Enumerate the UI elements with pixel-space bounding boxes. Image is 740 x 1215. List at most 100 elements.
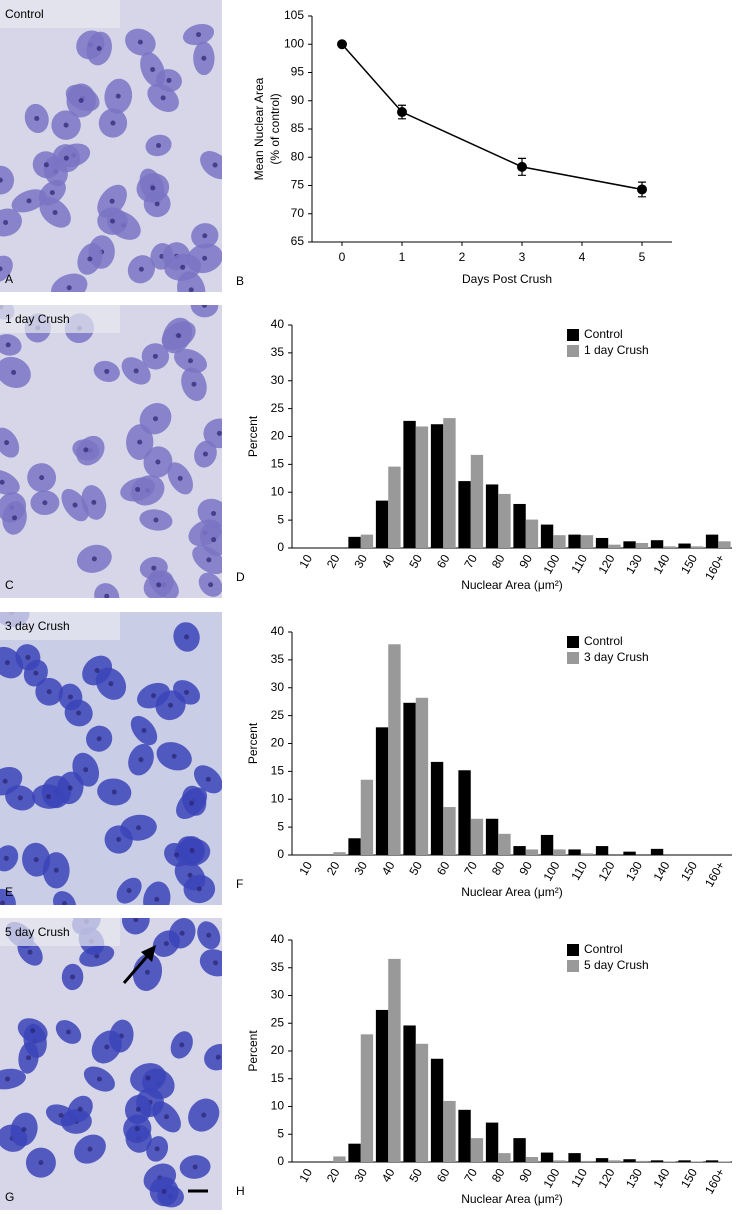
bar xyxy=(513,1138,526,1162)
nucleolus xyxy=(52,209,58,215)
nucleolus xyxy=(196,886,202,892)
y-tick-label: 15 xyxy=(271,764,285,778)
nucleolus xyxy=(104,1044,110,1050)
nucleolus xyxy=(138,757,144,763)
nucleolus xyxy=(21,1126,27,1132)
point xyxy=(517,161,527,172)
legend-label: 1 day Crush xyxy=(584,343,649,357)
y-tick-label: 35 xyxy=(271,960,285,974)
bar xyxy=(595,537,609,548)
x-tick-label: 70 xyxy=(461,859,480,878)
micrograph-content xyxy=(0,305,222,598)
x-tick-label: 130 xyxy=(623,859,645,884)
bar xyxy=(705,1160,719,1162)
x-tick-label: 50 xyxy=(406,552,425,571)
x-tick-label: 4 xyxy=(579,250,586,264)
x-tick-label: 30 xyxy=(351,552,370,571)
nucleolus xyxy=(70,974,76,980)
bar xyxy=(525,1157,539,1162)
nucleolus xyxy=(206,932,212,938)
nucleolus xyxy=(151,565,157,571)
bar xyxy=(553,535,566,548)
micrograph-label: 3 day Crush xyxy=(5,619,70,633)
nucleolus xyxy=(136,825,142,831)
nucleolus xyxy=(33,670,39,676)
micrograph: 3 day Crush E xyxy=(0,612,222,905)
label-bg xyxy=(0,305,120,333)
nucleolus xyxy=(30,1028,36,1034)
bar xyxy=(678,1160,691,1162)
nucleolus xyxy=(67,694,73,700)
nucleolus xyxy=(184,689,190,695)
nucleolus xyxy=(160,95,166,101)
x-tick-label: 3 xyxy=(519,250,526,264)
bar xyxy=(580,853,594,855)
bar xyxy=(360,534,374,548)
x-tick-label: 70 xyxy=(461,1166,480,1185)
nucleolus xyxy=(188,358,194,364)
panel-letter: A xyxy=(5,272,13,286)
legend-label: Control xyxy=(584,327,623,341)
nucleolus xyxy=(5,342,11,348)
x-tick-label: 150 xyxy=(678,1166,700,1191)
nucleolus xyxy=(215,1054,221,1060)
bar xyxy=(623,1159,636,1162)
y-tick-label: 20 xyxy=(271,1043,285,1057)
bar xyxy=(568,1153,581,1162)
y-tick-label: 95 xyxy=(291,65,305,79)
nucleolus xyxy=(155,459,161,465)
nucleolus xyxy=(116,837,122,843)
panel-letter: C xyxy=(5,578,14,592)
bar xyxy=(540,524,554,548)
nucleolus xyxy=(196,32,202,38)
nucleolus xyxy=(4,660,10,666)
point xyxy=(337,39,347,50)
bar xyxy=(470,818,484,855)
y-tick-label: 75 xyxy=(291,178,305,192)
x-tick-label: 70 xyxy=(461,552,480,571)
nucleolus xyxy=(83,447,89,453)
y-tick-label: 85 xyxy=(291,121,305,135)
y-axis-title: Mean Nuclear Area xyxy=(252,77,266,180)
nucleolus xyxy=(161,1188,167,1194)
bar xyxy=(485,484,499,548)
nucleolus xyxy=(177,475,183,481)
bar xyxy=(333,1156,346,1162)
y-tick-label: 20 xyxy=(271,429,285,443)
nucleolus xyxy=(144,969,150,975)
y-axis-title: Percent xyxy=(246,1030,260,1072)
nucleolus xyxy=(3,219,9,225)
nucleolus xyxy=(166,77,172,83)
nucleolus xyxy=(191,381,197,387)
bar xyxy=(498,833,511,855)
micrograph-label: 1 day Crush xyxy=(5,312,70,326)
nucleolus xyxy=(202,233,208,239)
bar xyxy=(623,851,636,855)
nucleolus xyxy=(138,266,144,272)
nucleolus xyxy=(87,256,93,262)
bar xyxy=(415,426,429,548)
nucleolus xyxy=(187,872,193,878)
x-tick-label: 0 xyxy=(339,250,346,264)
y-tick-label: 0 xyxy=(277,1154,284,1168)
x-tick-label: 50 xyxy=(406,1166,425,1185)
bar xyxy=(430,761,444,855)
bar xyxy=(375,1009,389,1162)
bar xyxy=(498,493,511,548)
x-tick-label: 1 xyxy=(399,250,406,264)
bar xyxy=(470,454,484,548)
nucleolus xyxy=(63,122,69,128)
nucleolus xyxy=(66,285,72,291)
bar xyxy=(485,1122,499,1162)
bar xyxy=(485,818,499,855)
y-tick-label: 35 xyxy=(271,652,285,666)
bar xyxy=(540,1152,554,1162)
x-tick-label: 40 xyxy=(379,1166,398,1185)
y-tick-label: 15 xyxy=(271,457,285,471)
micrograph-content xyxy=(0,918,222,1210)
nucleolus xyxy=(126,888,132,894)
bar xyxy=(443,807,456,855)
micrograph: 1 day Crush C xyxy=(0,305,222,598)
nucleolus xyxy=(49,190,55,196)
panel-letter: D xyxy=(236,570,245,584)
